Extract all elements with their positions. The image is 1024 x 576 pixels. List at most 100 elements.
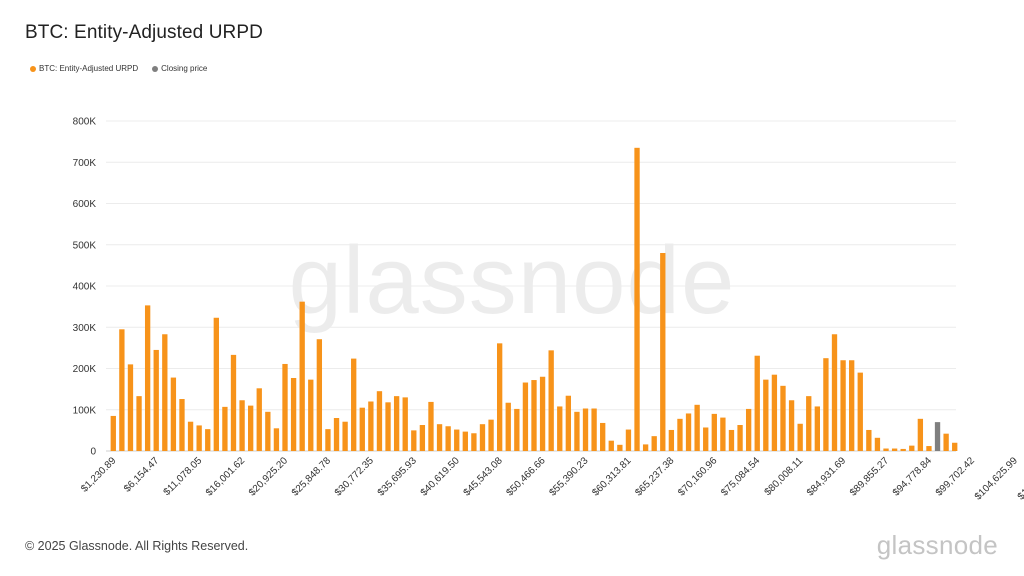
urpd-bar	[428, 401, 434, 451]
urpd-bar	[496, 343, 503, 451]
urpd-bar	[866, 429, 872, 451]
urpd-bar	[625, 429, 632, 451]
urpd-bar	[548, 350, 554, 451]
y-tick-label: 200K	[73, 364, 97, 375]
urpd-bar	[110, 415, 116, 451]
x-tick-label: $45,543.08	[462, 455, 505, 498]
urpd-bar	[522, 382, 529, 451]
legend-item-urpd[interactable]: BTC: Entity-Adjusted URPD	[30, 64, 138, 73]
urpd-bar	[479, 424, 486, 451]
urpd-bar	[617, 444, 623, 451]
urpd-bar	[857, 372, 863, 451]
urpd-bar	[582, 408, 589, 451]
x-tick-label: $40,619.50	[419, 455, 462, 498]
chart-legend: BTC: Entity-Adjusted URPD Closing price	[30, 64, 207, 73]
urpd-bar	[230, 354, 237, 451]
urpd-bar	[222, 406, 228, 451]
urpd-bar	[788, 400, 795, 451]
urpd-bar	[265, 411, 271, 451]
urpd-bar	[660, 253, 666, 451]
x-tick-label: $89,855.27	[848, 455, 891, 498]
urpd-bar	[359, 407, 365, 451]
urpd-bar	[393, 396, 400, 451]
x-tick-label: $50,466.66	[505, 455, 548, 498]
urpd-bar	[436, 424, 443, 451]
urpd-bar	[119, 329, 125, 451]
x-tick-label: $30,772.35	[333, 455, 376, 498]
urpd-bar	[454, 429, 460, 451]
urpd-bar	[505, 402, 511, 451]
urpd-bar	[780, 385, 786, 451]
urpd-bar	[891, 448, 898, 451]
urpd-bar	[471, 433, 477, 451]
urpd-bar	[831, 334, 838, 451]
urpd-bar	[849, 360, 855, 451]
y-tick-label: 0	[90, 447, 96, 458]
legend-swatch-closing-price	[152, 65, 159, 72]
x-tick-label: $104,625.99	[973, 455, 1020, 502]
x-tick-label: $6,154.47	[122, 455, 162, 495]
urpd-bar	[162, 334, 168, 451]
urpd-bar	[642, 444, 649, 451]
x-tick-label: $16,001.62	[204, 455, 247, 498]
urpd-bar	[368, 401, 374, 451]
legend-label-closing-price: Closing price	[161, 64, 208, 73]
copyright-notice: © 2025 Glassnode. All Rights Reserved.	[25, 539, 249, 553]
y-tick-label: 800K	[73, 117, 97, 128]
urpd-bar	[273, 428, 280, 451]
urpd-bar	[462, 431, 468, 451]
urpd-bar	[170, 377, 177, 451]
urpd-bar	[823, 358, 829, 451]
urpd-bar	[806, 396, 812, 451]
legend-item-closing-price[interactable]: Closing price	[152, 64, 207, 73]
urpd-bar	[136, 396, 142, 451]
urpd-bar	[385, 402, 391, 451]
urpd-bar	[591, 408, 597, 451]
brand-logo: glassnode	[876, 530, 998, 560]
urpd-bar	[290, 377, 297, 451]
urpd-bar	[179, 399, 185, 451]
urpd-bar	[943, 433, 949, 451]
x-tick-label: $99,702.42	[934, 455, 977, 498]
urpd-bar	[316, 339, 323, 451]
x-tick-label: $84,931.69	[805, 455, 848, 498]
urpd-bar	[574, 411, 580, 451]
urpd-bar	[874, 437, 881, 451]
urpd-bar	[539, 376, 546, 451]
urpd-bar	[737, 425, 743, 451]
urpd-bar	[488, 419, 494, 451]
urpd-bar	[308, 379, 314, 451]
closing-price-bar	[934, 422, 941, 451]
urpd-bar	[720, 417, 726, 451]
urpd-bar	[600, 422, 606, 451]
urpd-bar	[651, 436, 657, 451]
urpd-bar	[411, 430, 417, 451]
urpd-bar	[531, 380, 537, 451]
chart-title: BTC: Entity-Adjusted URPD	[25, 22, 263, 43]
urpd-bar	[325, 429, 331, 451]
urpd-bar	[883, 448, 889, 451]
urpd-bar	[282, 363, 288, 451]
urpd-bar	[239, 400, 245, 451]
y-tick-label: 500K	[73, 240, 97, 251]
urpd-bar	[333, 418, 340, 451]
urpd-bar	[557, 406, 563, 451]
x-tick-label: $35,695.93	[376, 455, 419, 498]
x-tick-label: $25,848.78	[290, 455, 333, 498]
x-tick-label: $20,925.20	[247, 455, 290, 498]
urpd-bar	[608, 440, 614, 451]
urpd-bar	[952, 442, 958, 451]
urpd-bar	[797, 423, 803, 451]
urpd-bar	[694, 404, 700, 451]
urpd-bar	[745, 408, 752, 451]
urpd-bar	[917, 418, 924, 451]
urpd-bar	[256, 388, 262, 451]
x-tick-label: $70,160.96	[676, 455, 719, 498]
legend-label-urpd: BTC: Entity-Adjusted URPD	[39, 64, 139, 73]
urpd-bar	[926, 446, 932, 451]
x-tick-label: $55,390.23	[547, 455, 590, 498]
urpd-bar	[205, 429, 211, 451]
urpd-bar	[840, 360, 846, 451]
urpd-bar	[144, 305, 151, 451]
urpd-bar	[703, 427, 709, 451]
